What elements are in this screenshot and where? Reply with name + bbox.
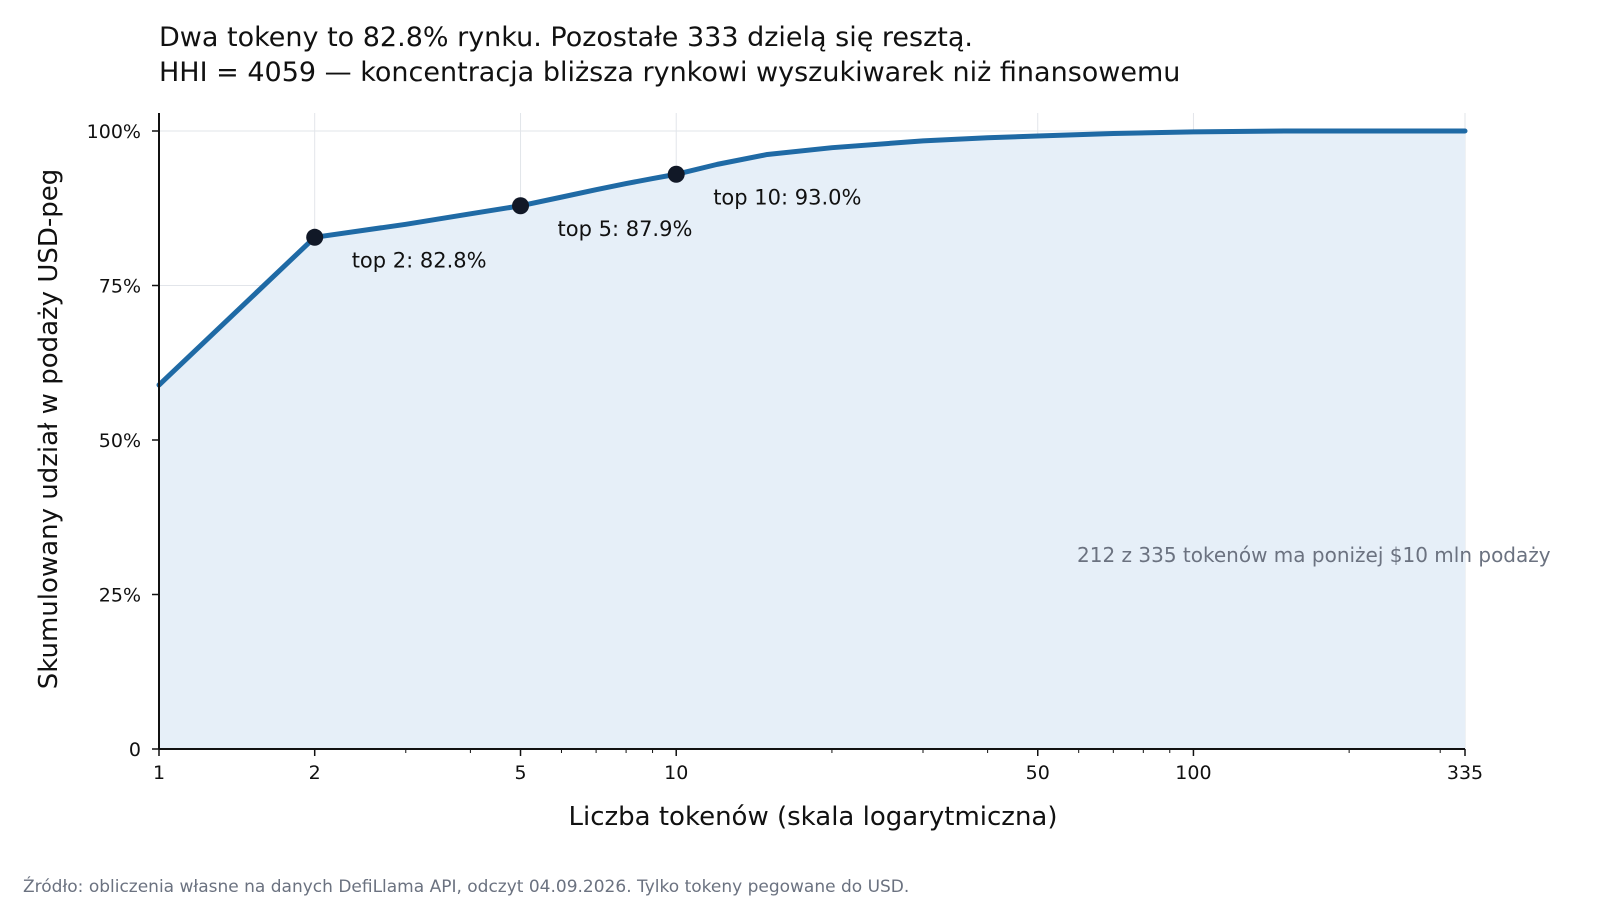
marker-label-top-5: top 5: 87.9% xyxy=(558,217,693,241)
x-tick-label: 5 xyxy=(514,762,526,784)
marker-point-top-5 xyxy=(512,197,530,215)
y-tick-label: 100% xyxy=(87,121,141,143)
chart-title: Dwa tokeny to 82.8% rynku. Pozostałe 333… xyxy=(159,22,973,53)
axes xyxy=(158,113,1465,750)
x-tick-label: 100 xyxy=(1175,762,1211,784)
marker-label-top-2: top 2: 82.8% xyxy=(352,248,487,272)
y-tick-label: 25% xyxy=(99,585,141,607)
marker-point-top-10 xyxy=(667,165,685,183)
y-ticks: 0 25% 50% 75% 100% xyxy=(87,121,159,761)
marker-point-top-2 xyxy=(306,228,324,246)
x-tick-label: 50 xyxy=(1026,762,1050,784)
marker-label-top-10: top 10: 93.0% xyxy=(713,185,861,209)
cumulative-area xyxy=(159,131,1465,749)
y-axis-label: Skumulowany udział w podaży USD-peg xyxy=(34,169,64,690)
x-axis-label: Liczba tokenów (skala logarytmiczna) xyxy=(568,802,1057,832)
small-supply-annotation: 212 z 335 tokenów ma poniżej $10 mln pod… xyxy=(1077,543,1551,567)
y-tick-label: 75% xyxy=(99,276,141,298)
highlight-markers: top 2: 82.8% top 5: 87.9% top 10: 93.0% xyxy=(306,165,861,272)
y-tick-label: 0 xyxy=(129,739,141,761)
y-tick-label: 50% xyxy=(99,430,141,452)
cumulative-line xyxy=(156,128,1468,388)
x-tick-label: 10 xyxy=(664,762,688,784)
x-ticks: 1 2 5 10 50 100 335 xyxy=(153,749,1483,784)
source-note: Źródło: obliczenia własne na danych Defi… xyxy=(23,875,909,897)
x-tick-label: 2 xyxy=(309,762,321,784)
x-tick-label: 335 xyxy=(1447,762,1483,784)
chart-subtitle: HHI = 4059 — koncentracja bliższa rynkow… xyxy=(159,57,1180,88)
x-tick-label: 1 xyxy=(153,762,165,784)
